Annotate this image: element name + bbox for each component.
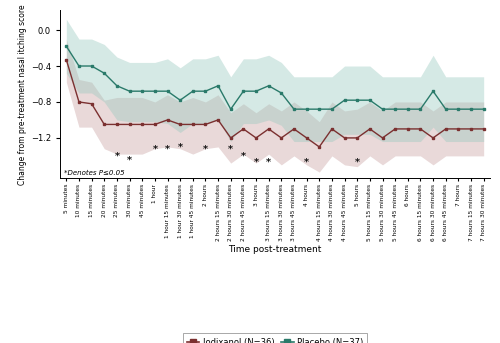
Text: *: * — [354, 158, 360, 167]
Text: *: * — [254, 158, 258, 167]
Text: *: * — [165, 145, 170, 154]
Text: *: * — [241, 151, 246, 161]
Y-axis label: Change from pre-treatment nasal itching score: Change from pre-treatment nasal itching … — [18, 4, 26, 185]
Text: *: * — [152, 145, 158, 154]
Text: *: * — [127, 156, 132, 165]
Text: *Denotes P≤0.05: *Denotes P≤0.05 — [64, 170, 125, 176]
Text: *: * — [266, 158, 271, 167]
Text: *: * — [114, 151, 119, 161]
Text: *: * — [304, 158, 309, 167]
Text: *: * — [178, 142, 182, 151]
Text: *: * — [203, 145, 208, 154]
Text: *: * — [228, 145, 233, 154]
Legend: Iodixanol (N=36), Placebo (N=37): Iodixanol (N=36), Placebo (N=37) — [182, 333, 368, 343]
X-axis label: Time post-treatment: Time post-treatment — [228, 245, 322, 254]
